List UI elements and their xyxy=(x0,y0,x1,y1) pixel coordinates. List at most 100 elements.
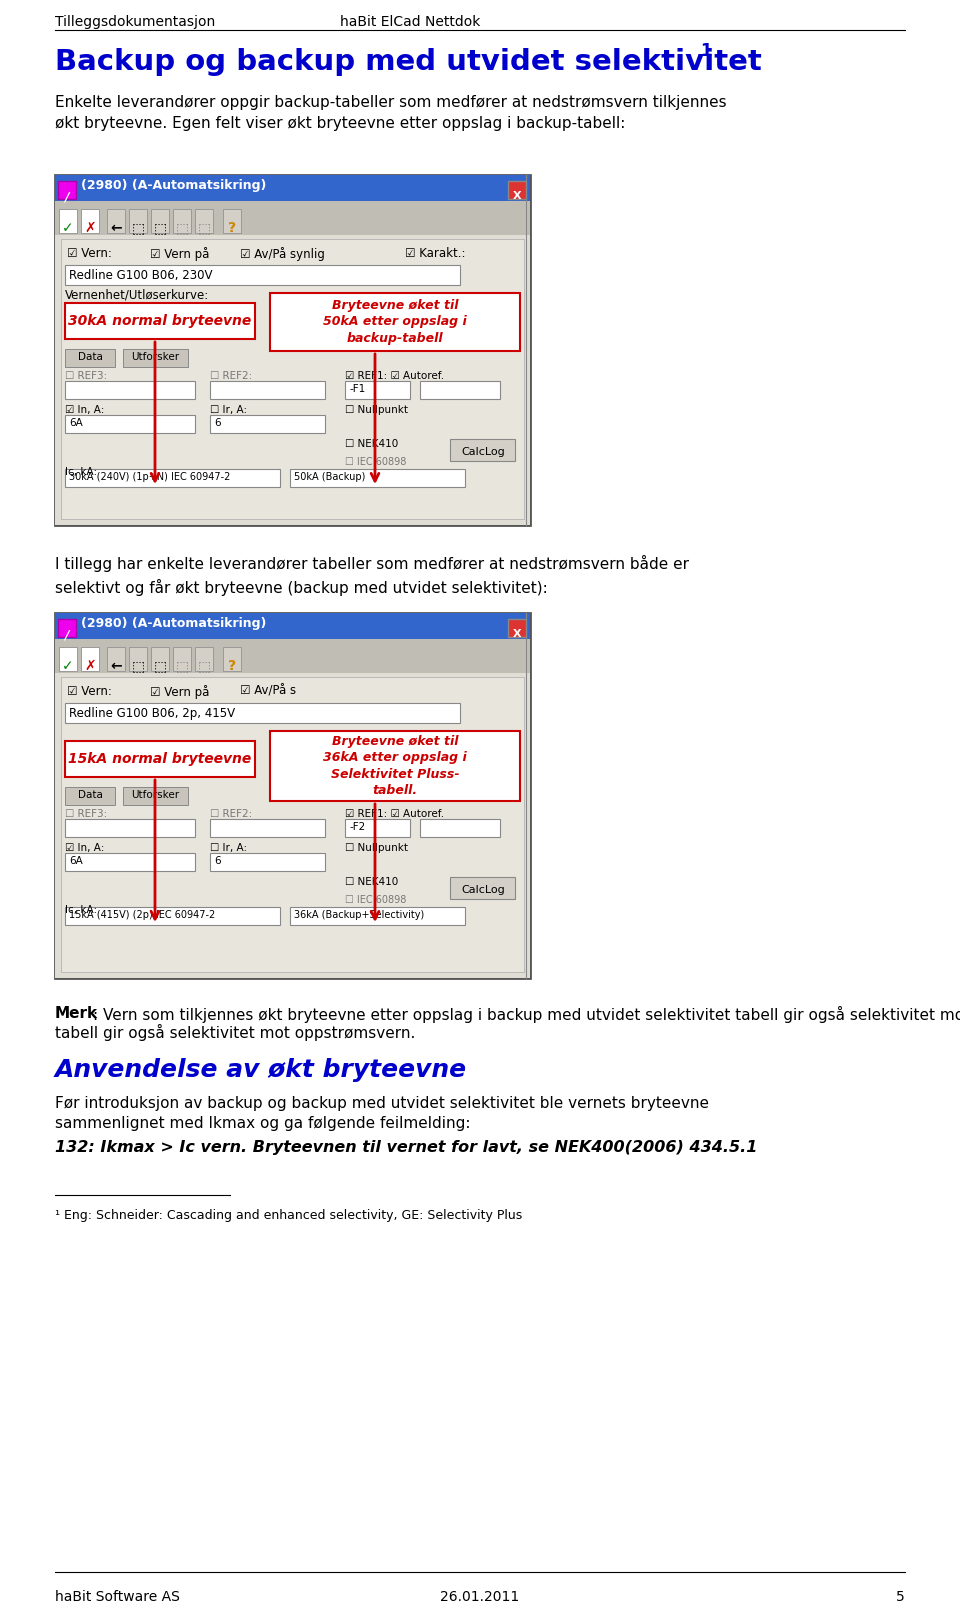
Text: ☑ Karakt.:: ☑ Karakt.: xyxy=(405,246,466,259)
Bar xyxy=(450,439,515,462)
Text: ☑ REF1: ☑ Autoref.: ☑ REF1: ☑ Autoref. xyxy=(345,371,444,381)
Text: ☑ Vern på: ☑ Vern på xyxy=(150,685,209,698)
Bar xyxy=(59,646,77,671)
Bar xyxy=(210,415,325,433)
Text: ☐ Nullpunkt: ☐ Nullpunkt xyxy=(345,842,408,854)
Bar xyxy=(65,703,460,723)
Bar xyxy=(195,209,213,233)
Text: Bryteevne øket til
36kA etter oppslag i
Selektivitet Pluss-
tabell.: Bryteevne øket til 36kA etter oppslag i … xyxy=(324,735,467,797)
Bar xyxy=(65,907,280,925)
Text: Bryteevne øket til
50kA etter oppslag i
backup-tabell: Bryteevne øket til 50kA etter oppslag i … xyxy=(324,300,467,345)
Text: -F1: -F1 xyxy=(349,384,365,394)
Text: sammenlignet med Ikmax og ga følgende feilmelding:: sammenlignet med Ikmax og ga følgende fe… xyxy=(55,1116,470,1131)
Text: 50kA (Backup): 50kA (Backup) xyxy=(294,471,366,483)
Bar xyxy=(450,876,515,899)
Text: 15kA (415V) (2p) IEC 60947-2: 15kA (415V) (2p) IEC 60947-2 xyxy=(69,910,215,920)
Bar xyxy=(195,646,213,671)
Text: 1: 1 xyxy=(700,42,711,60)
Bar xyxy=(129,646,147,671)
Bar xyxy=(210,381,325,399)
Text: 132: Ikmax > Ic vern. Bryteevnen til vernet for lavt, se NEK400(2006) 434.5.1: 132: Ikmax > Ic vern. Bryteevnen til ver… xyxy=(55,1140,757,1155)
Text: /: / xyxy=(64,629,69,642)
Text: ←: ← xyxy=(110,220,122,235)
Bar xyxy=(65,740,255,778)
Bar xyxy=(59,209,77,233)
Text: Utforsker: Utforsker xyxy=(132,791,180,800)
Text: /: / xyxy=(64,191,69,204)
Bar xyxy=(81,646,99,671)
Text: ☐ Ir, A:: ☐ Ir, A: xyxy=(210,405,247,415)
Text: ☑ REF1: ☑ Autoref.: ☑ REF1: ☑ Autoref. xyxy=(345,808,444,820)
Text: Ic, kA:: Ic, kA: xyxy=(65,467,97,476)
Text: ☑ Vern:: ☑ Vern: xyxy=(67,246,112,259)
Bar xyxy=(107,209,125,233)
Text: ⬚: ⬚ xyxy=(154,659,167,672)
Bar xyxy=(270,731,520,800)
Text: 36kA (Backup+Selectivity): 36kA (Backup+Selectivity) xyxy=(294,910,424,920)
Text: I tillegg har enkelte leverandører tabeller som medfører at nedstrømsvern både e: I tillegg har enkelte leverandører tabel… xyxy=(55,556,689,596)
Bar xyxy=(55,612,530,638)
Bar xyxy=(65,266,460,285)
Bar xyxy=(107,646,125,671)
Text: 5: 5 xyxy=(897,1589,905,1604)
Text: Ic, kA:: Ic, kA: xyxy=(65,906,97,915)
Text: ☑ In, A:: ☑ In, A: xyxy=(65,405,105,415)
Bar xyxy=(65,381,195,399)
Text: 30kA normal bryteevne: 30kA normal bryteevne xyxy=(68,314,252,327)
Bar xyxy=(345,381,410,399)
Text: ¹ Eng: Schneider: Cascading and enhanced selectivity, GE: Selectivity Plus: ¹ Eng: Schneider: Cascading and enhanced… xyxy=(55,1209,522,1221)
Bar xyxy=(123,348,188,368)
Text: tabell gir også selektivitet mot oppstrømsvern.: tabell gir også selektivitet mot oppstrø… xyxy=(55,1024,416,1042)
Bar xyxy=(55,201,530,235)
Text: ☐ IEC 60898: ☐ IEC 60898 xyxy=(345,894,406,906)
Text: X: X xyxy=(513,191,521,201)
Text: ☑ Vern:: ☑ Vern: xyxy=(67,685,112,698)
Text: 15kA normal bryteevne: 15kA normal bryteevne xyxy=(68,752,252,766)
Text: haBit Software AS: haBit Software AS xyxy=(55,1589,180,1604)
Bar xyxy=(55,235,530,525)
Bar xyxy=(81,209,99,233)
Bar xyxy=(55,638,530,672)
Text: ⬚: ⬚ xyxy=(198,659,210,672)
Bar xyxy=(58,181,76,199)
Bar xyxy=(65,787,115,805)
Text: 6A: 6A xyxy=(69,418,83,428)
Text: ⬚: ⬚ xyxy=(132,659,145,672)
Bar xyxy=(65,854,195,872)
Text: 26.01.2011: 26.01.2011 xyxy=(441,1589,519,1604)
Bar xyxy=(55,612,530,978)
Text: ☑ Av/På s: ☑ Av/På s xyxy=(240,685,296,698)
Text: X: X xyxy=(513,629,521,638)
Bar xyxy=(420,381,500,399)
Text: Tilleggsdokumentasjon: Tilleggsdokumentasjon xyxy=(55,15,215,29)
Text: Før introduksjon av backup og backup med utvidet selektivitet ble vernets brytee: Før introduksjon av backup og backup med… xyxy=(55,1097,709,1111)
Text: (2980) (A-Automatsikring): (2980) (A-Automatsikring) xyxy=(81,178,266,193)
Text: Vernenhet/Utløserkurve:: Vernenhet/Utløserkurve: xyxy=(65,288,209,301)
Text: ☑ In, A:: ☑ In, A: xyxy=(65,842,105,854)
Bar xyxy=(173,646,191,671)
Bar xyxy=(420,820,500,838)
Text: 6A: 6A xyxy=(69,855,83,867)
Text: Data: Data xyxy=(78,352,103,361)
Text: Redline G100 B06, 2p, 415V: Redline G100 B06, 2p, 415V xyxy=(69,706,235,719)
Text: ☐ NEK410: ☐ NEK410 xyxy=(345,439,398,449)
Bar xyxy=(508,619,526,637)
Text: Data: Data xyxy=(78,791,103,800)
Text: ⬚: ⬚ xyxy=(132,220,145,235)
Text: 30kA (240V) (1p+N) IEC 60947-2: 30kA (240V) (1p+N) IEC 60947-2 xyxy=(69,471,230,483)
Text: haBit ElCad Nettdok: haBit ElCad Nettdok xyxy=(340,15,480,29)
Bar xyxy=(151,646,169,671)
Bar xyxy=(151,209,169,233)
Bar xyxy=(210,854,325,872)
Text: ⬚: ⬚ xyxy=(176,220,188,235)
Bar xyxy=(223,646,241,671)
Text: ?: ? xyxy=(228,220,236,235)
Bar xyxy=(65,303,255,339)
Text: ✓: ✓ xyxy=(62,659,74,672)
Text: ☐ REF2:: ☐ REF2: xyxy=(210,808,252,820)
Text: Utforsker: Utforsker xyxy=(132,352,180,361)
Text: ☐ REF3:: ☐ REF3: xyxy=(65,808,108,820)
Bar xyxy=(61,677,524,972)
Text: 6: 6 xyxy=(214,418,221,428)
Bar xyxy=(290,470,465,488)
